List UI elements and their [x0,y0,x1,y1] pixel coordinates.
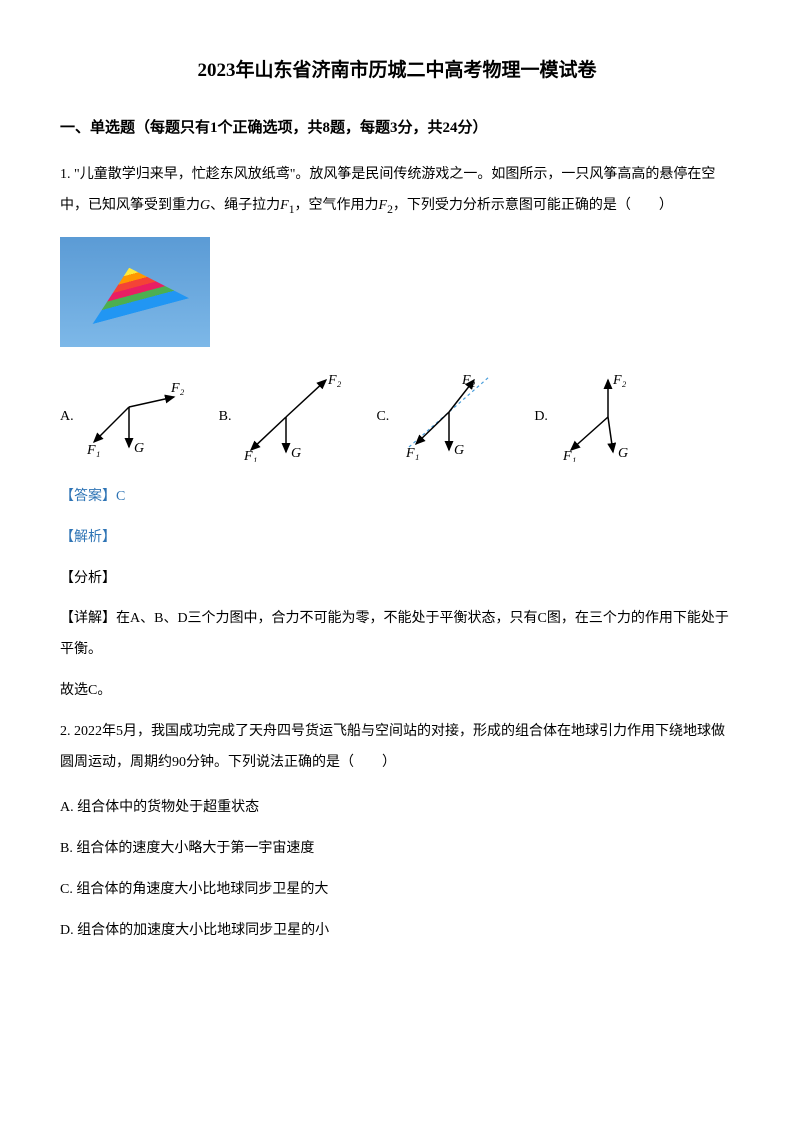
svg-text:G: G [134,441,144,456]
q2-text: 2. 2022年5月，我国成功完成了天舟四号货运飞船与空间站的对接，形成的组合体… [60,717,734,779]
option-d: D. F₂ F₁ G [534,372,663,462]
q1-F2: F [379,198,388,213]
svg-text:F₂: F₂ [461,373,476,388]
detail-label: 【详解】 [60,611,116,626]
svg-text:F₂: F₂ [612,373,627,388]
force-diagram-c: F₂ F₁ G [394,372,504,462]
q1-answer: 【答案】C [60,482,734,513]
svg-text:F₁: F₁ [243,449,257,462]
force-diagram-d: F₂ F₁ G [553,372,663,462]
q1-F1: F [280,198,289,213]
q1-analysis-label: 【解析】 [60,523,734,554]
q1-options: A. F₂ F₁ G B. F₂ F₁ G C. F₂ [60,372,734,462]
q1-text: 1. "儿童散学归来早，忙趁东风放纸鸢"。放风筝是民间传统游戏之一。如图所示，一… [60,160,734,222]
answer-value: C [116,489,125,504]
q1-part2: 、绳子拉力 [210,198,280,213]
svg-text:F₂: F₂ [170,381,185,396]
section-header: 一、单选题（每题只有1个正确选项，共8题，每题3分，共24分） [60,112,734,145]
detail-text: 在A、B、D三个力图中，合力不可能为零，不能处于平衡状态，只有C图，在三个力的作… [60,611,729,657]
q2-option-d: D. 组合体的加速度大小比地球同步卫星的小 [60,916,734,947]
kite-image [60,237,210,347]
q2-option-a: A. 组合体中的货物处于超重状态 [60,793,734,824]
svg-text:G: G [291,446,301,461]
option-a-label: A. [60,402,74,433]
force-diagram-b: F₂ F₁ G [236,372,346,462]
q1-sub-analysis: 【分析】 [60,564,734,595]
svg-text:F₂: F₂ [327,373,342,388]
svg-text:F₁: F₁ [562,449,576,462]
q1-detail: 【详解】在A、B、D三个力图中，合力不可能为零，不能处于平衡状态，只有C图，在三… [60,604,734,666]
answer-label: 【答案】 [60,489,116,504]
option-b: B. F₂ F₁ G [219,372,347,462]
option-c: C. F₂ F₁ G [376,372,504,462]
svg-text:F₁: F₁ [405,446,419,461]
option-c-label: C. [376,402,389,433]
svg-text:G: G [454,443,464,458]
q2-option-c: C. 组合体的角速度大小比地球同步卫星的大 [60,875,734,906]
option-b-label: B. [219,402,232,433]
q2-option-b: B. 组合体的速度大小略大于第一宇宙速度 [60,834,734,865]
q1-part3: ，空气作用力 [295,198,379,213]
force-diagram-a: F₂ F₁ G [79,372,189,462]
page-title: 2023年山东省济南市历城二中高考物理一模试卷 [60,50,734,92]
svg-text:G: G [618,446,628,461]
q1-G: G [200,198,210,213]
q1-conclusion: 故选C。 [60,676,734,707]
svg-text:F₁: F₁ [86,443,100,458]
option-a: A. F₂ F₁ G [60,372,189,462]
q1-part4: ，下列受力分析示意图可能正确的是（ ） [393,198,673,213]
option-d-label: D. [534,402,548,433]
